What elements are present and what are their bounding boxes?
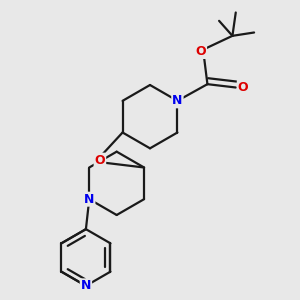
Text: O: O xyxy=(94,154,105,167)
Text: N: N xyxy=(81,279,91,292)
Text: N: N xyxy=(84,193,94,206)
Text: O: O xyxy=(238,81,248,94)
Text: N: N xyxy=(172,94,183,107)
Text: O: O xyxy=(195,45,206,58)
